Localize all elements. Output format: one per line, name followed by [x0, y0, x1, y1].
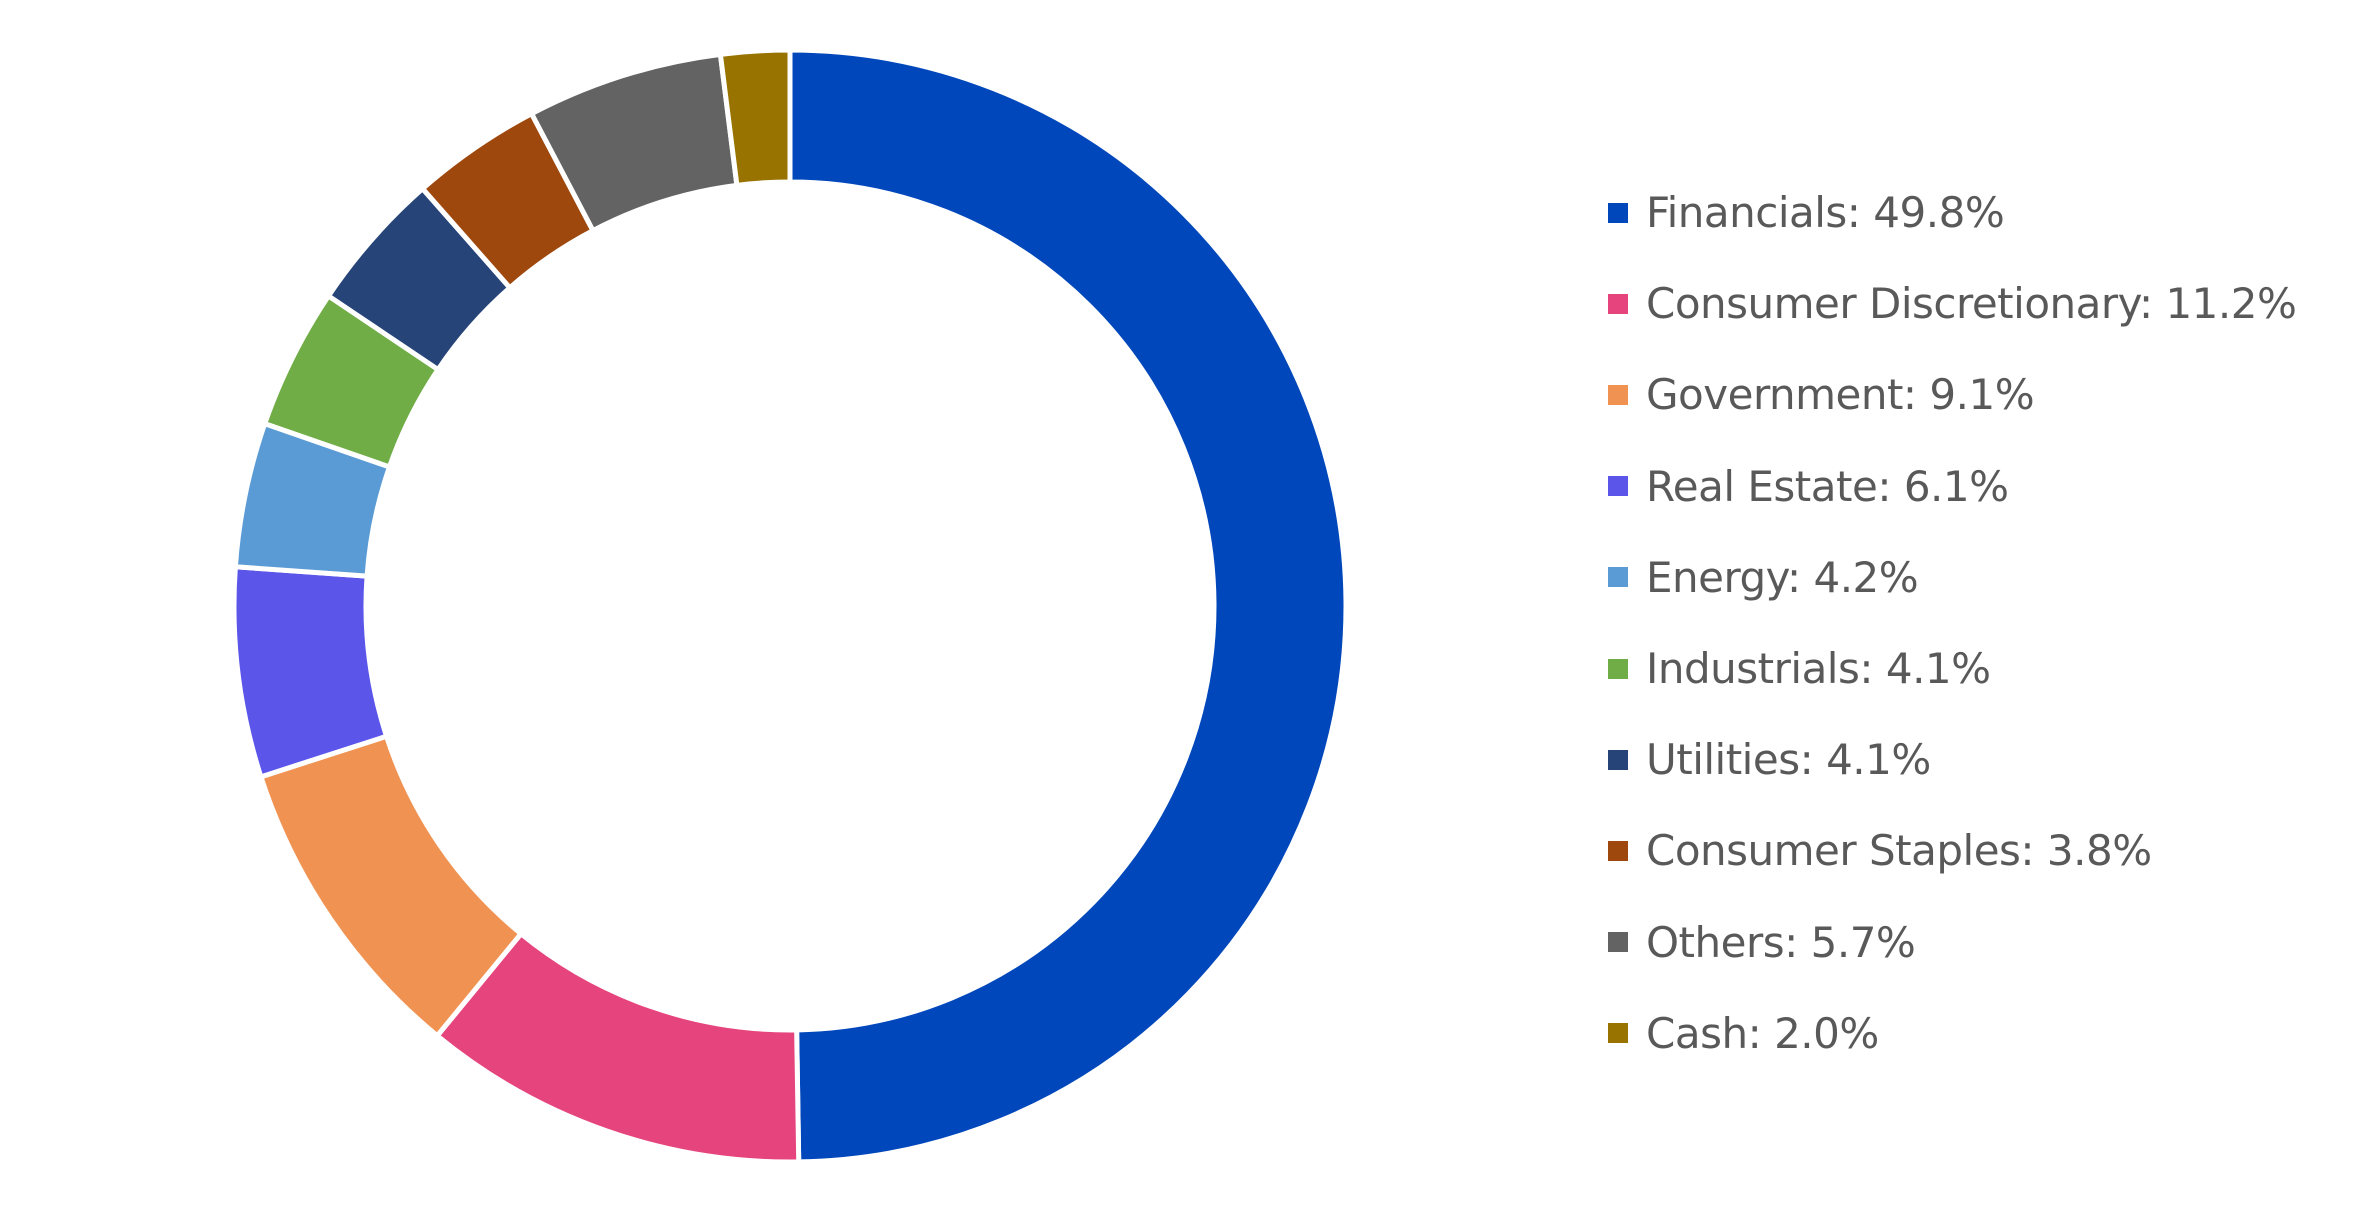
legend-swatch-government — [1608, 384, 1628, 405]
legend-swatch-real-estate — [1608, 476, 1628, 497]
legend-item-cash: Cash: 2.0% — [1608, 988, 2296, 1079]
donut-chart-svg — [231, 47, 1349, 1165]
legend-label-government: Government: 9.1% — [1646, 370, 2035, 420]
legend-item-industrials: Industrials: 4.1% — [1608, 623, 2296, 714]
legend-label-utilities: Utilities: 4.1% — [1646, 735, 1931, 785]
legend-label-financials: Financials: 49.8% — [1646, 188, 2005, 238]
legend-item-consumer-staples: Consumer Staples: 3.8% — [1608, 805, 2296, 896]
legend-swatch-cash — [1608, 1023, 1628, 1044]
legend-item-consumer-discretionary: Consumer Discretionary: 11.2% — [1608, 258, 2297, 349]
legend-label-consumer-discretionary: Consumer Discretionary: 11.2% — [1646, 279, 2297, 329]
legend-label-energy: Energy: 4.2% — [1646, 552, 1919, 602]
legend-swatch-industrials — [1608, 658, 1628, 679]
legend-label-others: Others: 5.7% — [1646, 917, 1916, 967]
donut-chart — [231, 47, 1349, 1165]
legend-swatch-utilities — [1608, 749, 1628, 770]
legend-item-real-estate: Real Estate: 6.1% — [1608, 441, 2296, 532]
legend-label-real-estate: Real Estate: 6.1% — [1646, 461, 2009, 511]
legend-item-energy: Energy: 4.2% — [1608, 532, 2296, 623]
legend-item-financials: Financials: 49.8% — [1608, 167, 2296, 258]
legend-label-industrials: Industrials: 4.1% — [1646, 644, 1991, 694]
legend-label-consumer-staples: Consumer Staples: 3.8% — [1646, 826, 2152, 876]
donut-slice-real-estate — [231, 564, 390, 780]
legend-label-cash: Cash: 2.0% — [1646, 1008, 1879, 1058]
legend-swatch-consumer-discretionary — [1608, 293, 1628, 314]
legend-swatch-financials — [1608, 202, 1628, 223]
legend-item-others: Others: 5.7% — [1608, 897, 2296, 988]
legend-swatch-energy — [1608, 567, 1628, 588]
donut-slices — [231, 47, 1349, 1165]
legend-item-utilities: Utilities: 4.1% — [1608, 714, 2296, 805]
donut-slice-financials — [787, 47, 1349, 1165]
legend-swatch-others — [1608, 932, 1628, 953]
legend-swatch-consumer-staples — [1608, 840, 1628, 861]
legend-item-government: Government: 9.1% — [1608, 349, 2296, 440]
donut-slice-cash — [717, 47, 793, 188]
chart-legend: Financials: 49.8% Consumer Discretionary… — [1608, 167, 2297, 1079]
